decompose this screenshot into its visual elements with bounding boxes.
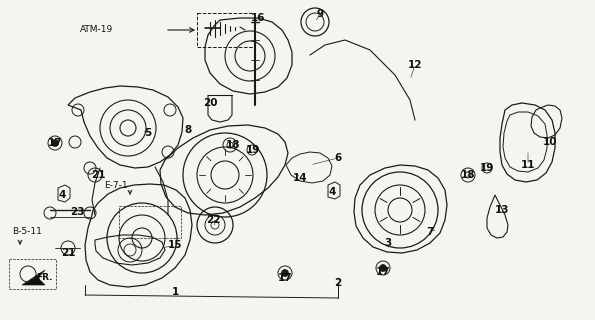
Polygon shape: [22, 270, 45, 285]
Text: 17: 17: [375, 267, 390, 277]
Text: 19: 19: [246, 145, 260, 155]
Text: 8: 8: [184, 125, 192, 135]
Text: 1: 1: [171, 287, 178, 297]
Text: 13: 13: [495, 205, 509, 215]
Circle shape: [380, 265, 387, 271]
Text: 16: 16: [250, 13, 265, 23]
Text: E-7-1: E-7-1: [104, 180, 127, 189]
Text: 21: 21: [91, 170, 105, 180]
Text: 4: 4: [328, 187, 336, 197]
Text: 7: 7: [426, 227, 434, 237]
Text: 14: 14: [293, 173, 307, 183]
Text: 20: 20: [203, 98, 217, 108]
Text: 19: 19: [480, 163, 494, 173]
Text: 4: 4: [58, 190, 65, 200]
Text: 21: 21: [61, 248, 75, 258]
Text: 2: 2: [334, 278, 342, 288]
Text: 18: 18: [461, 170, 475, 180]
Text: FR.: FR.: [36, 274, 52, 283]
Text: 3: 3: [384, 238, 392, 248]
Text: 11: 11: [521, 160, 536, 170]
Text: 17: 17: [48, 138, 62, 148]
Text: B-5-11: B-5-11: [12, 228, 42, 236]
Text: 23: 23: [70, 207, 84, 217]
Text: 9: 9: [317, 9, 324, 19]
Circle shape: [281, 269, 289, 276]
Text: 6: 6: [334, 153, 342, 163]
Text: 17: 17: [278, 273, 292, 283]
Text: ATM-19: ATM-19: [80, 26, 113, 35]
Text: 5: 5: [145, 128, 152, 138]
Text: 12: 12: [408, 60, 422, 70]
Text: 18: 18: [226, 140, 240, 150]
Text: 10: 10: [543, 137, 558, 147]
Circle shape: [52, 140, 58, 147]
Text: 15: 15: [168, 240, 182, 250]
Text: 22: 22: [206, 215, 220, 225]
